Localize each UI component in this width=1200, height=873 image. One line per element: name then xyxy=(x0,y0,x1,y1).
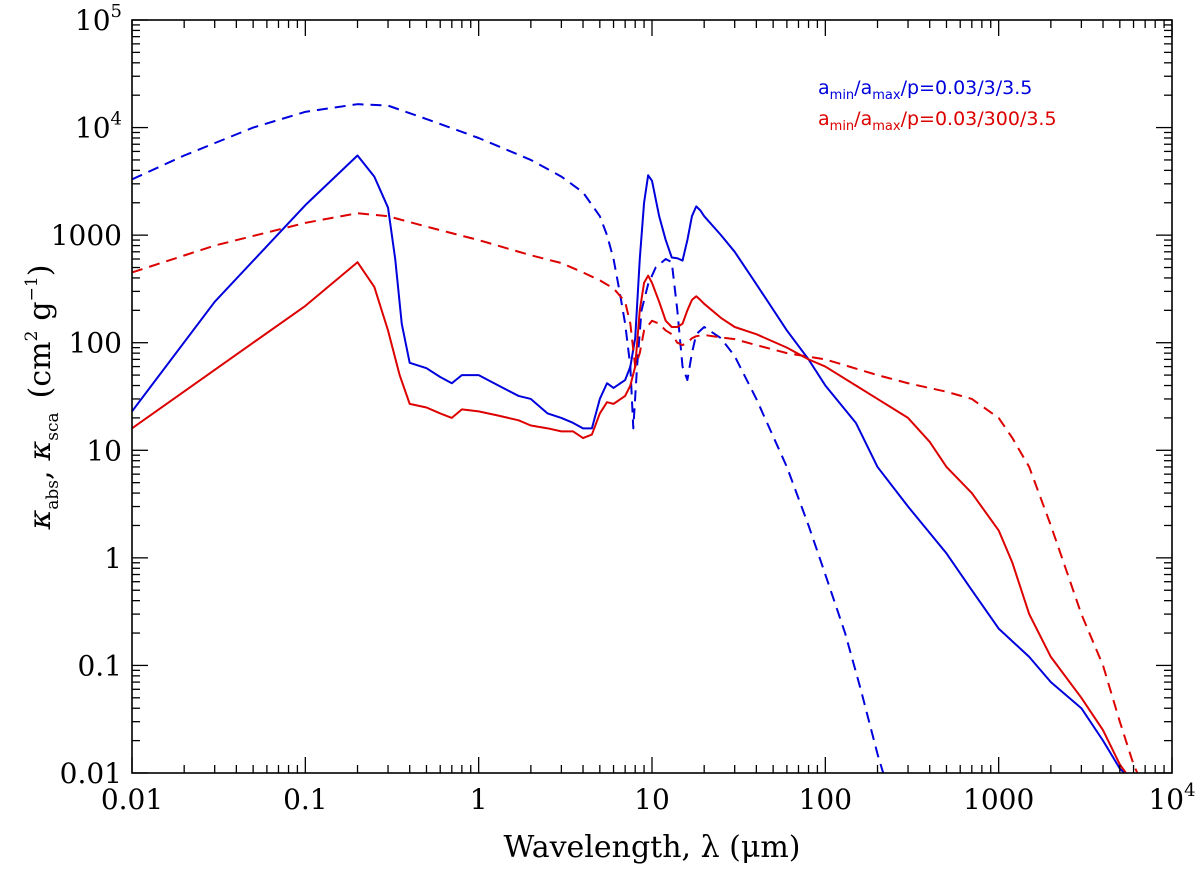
x-tick-label-7: 104 xyxy=(1148,780,1195,816)
y-title-sub-abs: abs xyxy=(43,480,63,510)
y-title-units-g: g xyxy=(23,301,58,320)
legend-entry-red: amin/amax/p=0.03/300/3.5 xyxy=(818,108,1057,134)
series-line-4 xyxy=(132,212,1139,773)
y-tick-label-4: 10 xyxy=(86,434,122,467)
x-tick-labels: 0.01 0.1 1 10 100 1000 104 xyxy=(101,780,1196,816)
tick-marks xyxy=(131,19,1173,774)
legend-blue-a: a xyxy=(818,77,830,99)
y-title-units-open: (cm xyxy=(23,341,58,398)
y-title-sub-sca: sca xyxy=(43,412,63,440)
y-title-kappa-1: κ xyxy=(23,509,58,530)
y-axis-title: κabs,κsca(cm2g−1) xyxy=(22,265,63,531)
legend-blue-max: max xyxy=(872,88,901,103)
x-axis-title: Wavelength, λ (μm) xyxy=(503,830,800,865)
y-tick-label-6: 1000 xyxy=(51,219,122,252)
series-line-3 xyxy=(132,261,1128,773)
legend-red-min: min xyxy=(830,119,855,134)
legend-red-a2: a xyxy=(861,108,873,130)
legend-entry-blue: amin/amax/p=0.03/3/3.5 xyxy=(818,77,1032,103)
y-tick-label-2: 0.1 xyxy=(77,649,122,682)
series-layer xyxy=(132,103,1139,773)
y-tick-label-1: 0.01 xyxy=(60,757,122,790)
x-tick-label-2: 0.1 xyxy=(283,783,328,816)
plot-frame xyxy=(131,19,1173,774)
legend-red-a: a xyxy=(818,108,830,130)
svg-text:κabs,κsca(cm2g−1): κabs,κsca(cm2g−1) xyxy=(22,265,63,531)
y-tick-label-3: 1 xyxy=(104,542,122,575)
y-tick-label-7: 104 xyxy=(75,109,122,145)
y-title-units-sq: 2 xyxy=(22,331,42,342)
legend-blue-min: min xyxy=(830,88,855,103)
x-tick-label-3: 1 xyxy=(470,783,488,816)
x-tick-label-1: 0.01 xyxy=(101,783,163,816)
legend-red-slash: / xyxy=(854,108,861,130)
legend-red-rest: /p=0.03/300/3.5 xyxy=(901,108,1057,130)
x-tick-label-4: 10 xyxy=(634,783,670,816)
y-title-units-exp: −1 xyxy=(22,276,42,301)
y-title-units-close: ) xyxy=(23,265,58,277)
y-tick-label-8: 105 xyxy=(75,1,122,37)
y-title-kappa-2: κ xyxy=(23,440,58,461)
x-tick-label-6: 1000 xyxy=(963,783,1034,816)
series-line-1 xyxy=(132,154,1126,773)
legend-blue-a2: a xyxy=(861,77,873,99)
x-tick-label-5: 100 xyxy=(799,783,852,816)
legend-blue-rest: /p=0.03/3/3.5 xyxy=(901,77,1033,99)
legend-red-max: max xyxy=(872,119,901,134)
legend-blue-slash: / xyxy=(854,77,861,99)
y-tick-labels: 0.01 0.1 1 10 100 1000 104 105 xyxy=(51,1,122,790)
legend: amin/amax/p=0.03/3/3.5 amin/amax/p=0.03/… xyxy=(818,77,1057,134)
y-title-sep: , xyxy=(23,470,58,480)
y-tick-label-5: 100 xyxy=(69,327,122,360)
